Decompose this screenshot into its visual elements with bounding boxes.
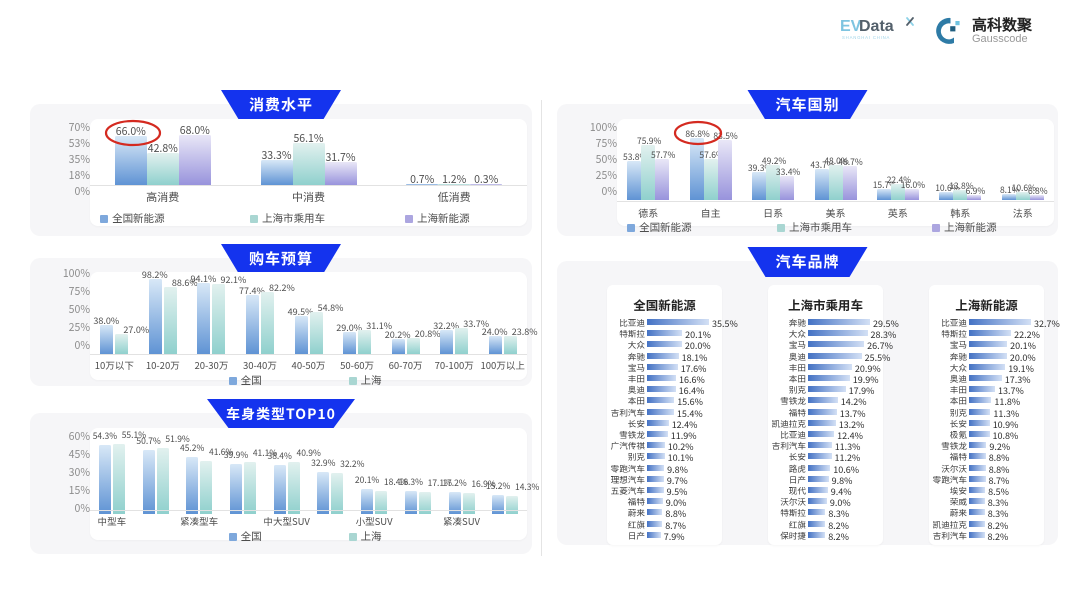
svg-text:SHANGHAI CHINA: SHANGHAI CHINA (842, 35, 890, 40)
svg-text:高科数聚: 高科数聚 (972, 16, 1033, 34)
svg-text:Gausscode: Gausscode (972, 33, 1028, 45)
svg-text:Data: Data (859, 18, 894, 35)
